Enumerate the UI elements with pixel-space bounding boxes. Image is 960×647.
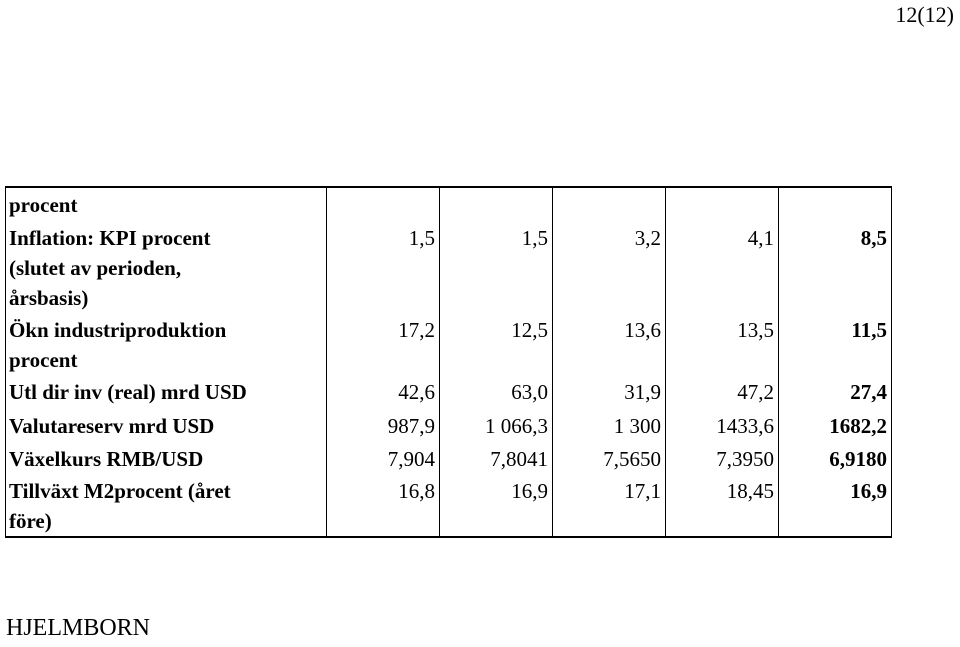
label-line: Tillväxt M2procent (året — [9, 479, 231, 503]
value-cell: 27,4 — [778, 375, 892, 409]
value-cell: 7,3950 — [665, 442, 779, 474]
value-cell: 12,5 — [439, 313, 553, 375]
value-cell: 3,2 — [552, 221, 666, 313]
value-cell: 63,0 — [439, 375, 553, 409]
label-line: Valutareserv mrd USD — [9, 414, 215, 438]
value-cell — [778, 186, 892, 221]
value-cell: 987,9 — [326, 409, 440, 442]
value-cell — [552, 186, 666, 221]
data-table: procent Inflation: KPI procent (slutet av … — [5, 186, 892, 538]
row-label: Inflation: KPI procent (slutet av periode… — [5, 221, 327, 313]
label-line: Ökn industriproduktion — [9, 318, 227, 342]
value-cell: 6,9180 — [778, 442, 892, 474]
value-cell: 47,2 — [665, 375, 779, 409]
value-cell: 1 300 — [552, 409, 666, 442]
row-label: Utl dir inv (real) mrd USD — [5, 375, 327, 409]
footer: HJELMBORN — [6, 615, 151, 641]
value-cell: 13,6 — [552, 313, 666, 375]
value-cell: 16,9 — [439, 474, 553, 538]
value-cell — [665, 186, 779, 221]
table-row: Ökn industriproduktion procent 17,2 12,5 13,… — [5, 313, 892, 375]
label-line: procent — [9, 193, 78, 217]
table-row: Tillväxt M2procent (året före) 16,8 16,9 17,… — [5, 474, 892, 538]
row-label: Tillväxt M2procent (året före) — [5, 474, 327, 538]
label-line: Inflation: KPI procent — [9, 226, 211, 250]
value-cell: 17,2 — [326, 313, 440, 375]
value-cell: 1,5 — [326, 221, 440, 313]
row-label: Valutareserv mrd USD — [5, 409, 327, 442]
label-line: före) — [9, 509, 52, 533]
value-cell: 16,9 — [778, 474, 892, 538]
value-cell: 4,1 — [665, 221, 779, 313]
value-cell: 17,1 — [552, 474, 666, 538]
value-cell: 11,5 — [778, 313, 892, 375]
value-cell: 16,8 — [326, 474, 440, 538]
value-cell — [439, 186, 553, 221]
value-cell: 13,5 — [665, 313, 779, 375]
label-line: (slutet av perioden, — [9, 256, 182, 280]
value-cell: 18,45 — [665, 474, 779, 538]
value-cell — [326, 186, 440, 221]
row-label: Ökn industriproduktion procent — [5, 313, 327, 375]
row-label: procent — [5, 186, 327, 221]
value-cell: 7,904 — [326, 442, 440, 474]
label-line: Utl dir inv (real) mrd USD — [9, 380, 247, 404]
label-line: årsbasis) — [9, 286, 89, 310]
table-row: Växelkurs RMB/USD 7,904 7,8041 7,5650 7,3950… — [5, 442, 892, 474]
table-row: procent — [5, 186, 892, 221]
value-cell: 1433,6 — [665, 409, 779, 442]
value-cell: 7,5650 — [552, 442, 666, 474]
value-cell: 1 066,3 — [439, 409, 553, 442]
table-row: Inflation: KPI procent (slutet av periode… — [5, 221, 892, 313]
value-cell: 8,5 — [778, 221, 892, 313]
value-cell: 1,5 — [439, 221, 553, 313]
row-label: Växelkurs RMB/USD — [5, 442, 327, 474]
label-line: Växelkurs RMB/USD — [9, 447, 204, 471]
page-number: 12(12) — [895, 2, 954, 27]
value-cell: 31,9 — [552, 375, 666, 409]
table-row: Valutareserv mrd USD 987,9 1 066,3 1 300 143… — [5, 409, 892, 442]
value-cell: 42,6 — [326, 375, 440, 409]
value-cell: 1682,2 — [778, 409, 892, 442]
label-line: procent — [9, 348, 78, 372]
value-cell: 7,8041 — [439, 442, 553, 474]
table-row: Utl dir inv (real) mrd USD 42,6 63,0 31,9 47… — [5, 375, 892, 409]
